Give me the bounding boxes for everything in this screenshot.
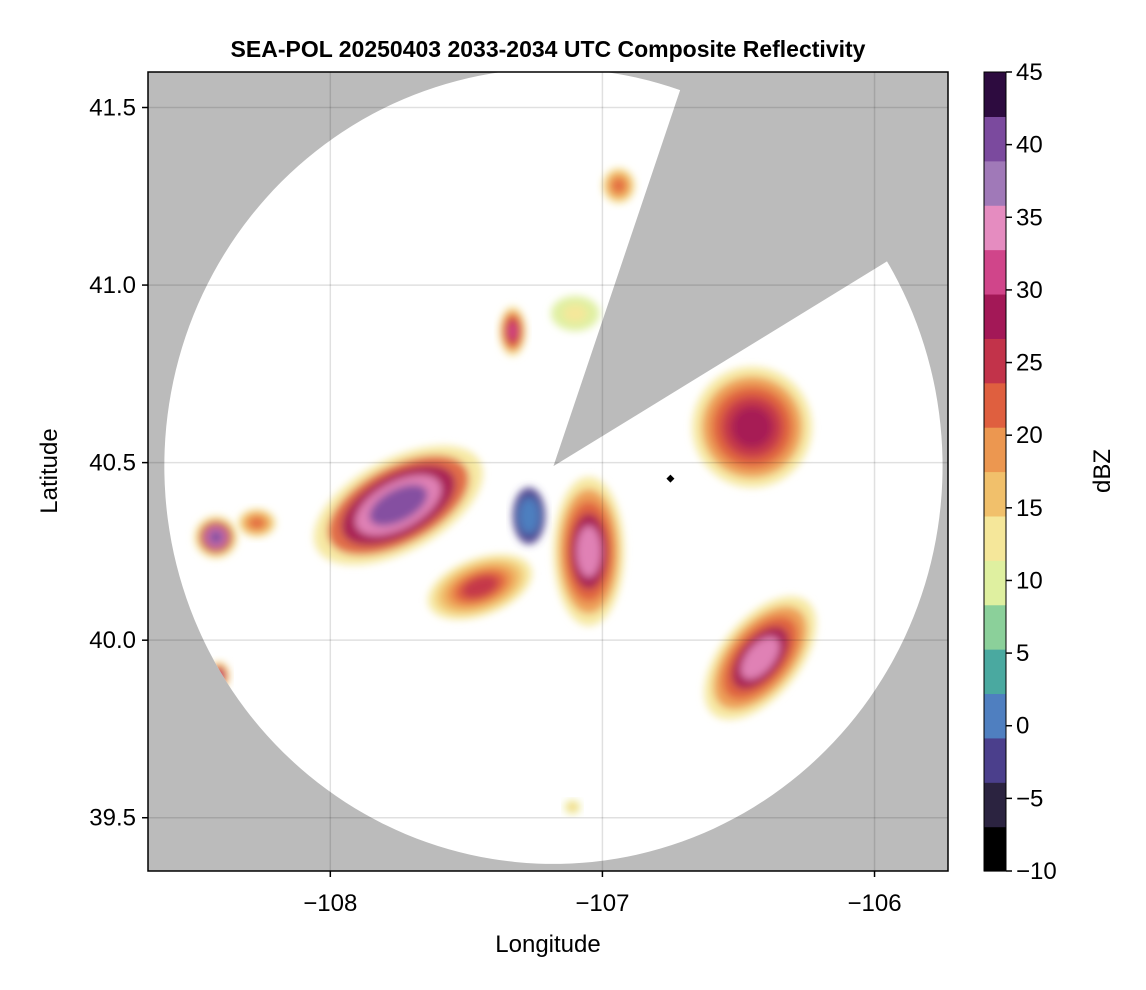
colorbar-segment — [984, 160, 1006, 206]
echo-ring — [566, 307, 584, 320]
echo-4 — [553, 476, 625, 626]
colorbar-segment — [984, 471, 1006, 517]
colorbar-tick-label: 15 — [1016, 495, 1043, 522]
echo-ring — [613, 179, 625, 192]
plot-frame — [147, 71, 949, 872]
colorbar-tick-label: 5 — [1016, 640, 1029, 667]
colorbar-segment — [984, 116, 1006, 162]
colorbar-tick-label: 0 — [1016, 713, 1029, 740]
echo-ring — [369, 484, 428, 526]
echo-7 — [550, 295, 600, 332]
colorbar-segment — [984, 382, 1006, 428]
y-tick-label: 41.0 — [89, 272, 136, 299]
echo-2 — [237, 508, 276, 538]
echo-ring — [250, 518, 264, 528]
colorbar: −10 −5 0 5 10 15 20 25 30 35 40 45 — [983, 59, 1057, 885]
x-axis-label: Longitude — [495, 931, 600, 958]
colorbar-tick-label: 40 — [1016, 132, 1043, 159]
echo-ring — [741, 636, 780, 680]
colorbar-segment — [984, 338, 1006, 384]
x-tick-label: −108 — [303, 890, 357, 917]
echo-8 — [602, 167, 636, 204]
echo-ring — [507, 322, 518, 340]
echo-1 — [194, 515, 238, 559]
colorbar-segment — [984, 693, 1006, 739]
chart-title: SEA-POL 20250403 2033-2034 UTC Composite… — [231, 36, 866, 62]
colorbar-tick-label: −10 — [1016, 858, 1057, 885]
colorbar-tick-label: 10 — [1016, 567, 1043, 594]
y-tick-label: 40.5 — [89, 450, 136, 477]
x-tick-label: −107 — [575, 890, 629, 917]
colorbar-tick-label: 45 — [1016, 59, 1043, 86]
colorbar-segment — [984, 737, 1006, 783]
echo-ring — [208, 529, 224, 545]
echo-ring — [523, 506, 535, 526]
grid-lines — [148, 72, 948, 871]
echo-6 — [499, 306, 527, 357]
y-tick-label: 39.5 — [89, 805, 136, 832]
colorbar-tick-label: 35 — [1016, 204, 1043, 231]
colorbar-frame — [983, 71, 1007, 872]
x-tick-label: −106 — [847, 890, 901, 917]
colorbar-segment — [984, 826, 1006, 872]
x-axis-ticks: −108 −107 −106 — [303, 871, 902, 917]
y-axis-ticks: 39.5 40.0 40.5 41.0 41.5 — [89, 95, 148, 832]
colorbar-segment — [984, 560, 1006, 606]
colorbar-segment — [984, 515, 1006, 561]
y-tick-label: 41.5 — [89, 95, 136, 122]
colorbar-segment — [984, 782, 1006, 828]
colorbar-segment — [984, 205, 1006, 251]
colorbar-segment — [984, 293, 1006, 339]
colorbar-segment — [984, 649, 1006, 695]
plot-area — [148, 72, 948, 871]
echo-ring — [731, 406, 773, 448]
colorbar-segment — [984, 604, 1006, 650]
echo-ring — [462, 575, 498, 599]
colorbar-segment — [984, 427, 1006, 473]
colorbar-tick-label: 25 — [1016, 350, 1043, 377]
reflectivity-echoes — [194, 167, 817, 815]
echo-ring — [576, 525, 601, 578]
echo-12 — [564, 799, 581, 815]
echo-3 — [427, 554, 533, 620]
echo-9 — [692, 366, 812, 488]
y-tick-label: 40.0 — [89, 627, 136, 654]
echo-0 — [313, 445, 483, 565]
echo-5 — [512, 487, 546, 545]
colorbar-segment — [984, 72, 1006, 117]
echo-10 — [704, 596, 817, 720]
echo-ring — [569, 804, 576, 810]
colorbar-tick-label: 20 — [1016, 422, 1043, 449]
site-marker — [666, 474, 675, 483]
colorbar-tick-label: −5 — [1016, 785, 1043, 812]
colorbar-label: dBZ — [1089, 449, 1116, 493]
colorbar-segment — [984, 249, 1006, 295]
colorbar-tick-label: 30 — [1016, 277, 1043, 304]
y-axis-label: Latitude — [36, 428, 63, 513]
